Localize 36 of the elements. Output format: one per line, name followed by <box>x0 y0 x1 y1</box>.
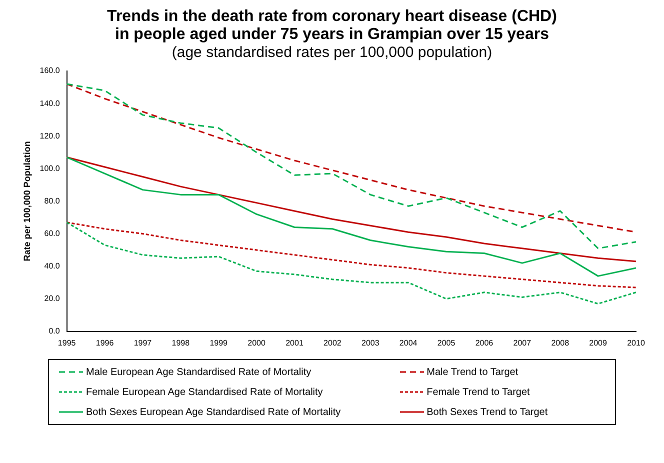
legend-label: Female Trend to Target <box>426 386 530 398</box>
x-tick-label: 1998 <box>172 338 190 348</box>
x-tick-label: 2004 <box>399 338 418 348</box>
x-tick-label: 2007 <box>513 338 532 348</box>
chart-title: Trends in the death rate from coronary heart disease (CHD) in people aged under 75 years in Grampian over 15 years <box>106 8 558 44</box>
x-tick-label: 1995 <box>58 338 76 348</box>
y-tick-label: 160.0 <box>40 66 60 76</box>
x-tick-label: 2009 <box>589 338 608 348</box>
legend-label: Male Trend to Target <box>426 366 518 378</box>
legend-label: Both Sexes European Age Standardised Rate of Mortality <box>86 406 341 418</box>
x-tick-label: 2005 <box>437 338 456 348</box>
legend-label: Male European Age Standardised Rate of Mortality <box>86 366 312 378</box>
y-tick-label: 20.0 <box>44 294 60 304</box>
x-tick-label: 2002 <box>324 338 342 348</box>
y-axis-title: Rate per 100,000 Population <box>22 141 32 262</box>
line-series <box>66 222 637 304</box>
legend-label: Both Sexes Trend to Target <box>426 406 548 418</box>
y-tick-label: 140.0 <box>40 98 60 108</box>
y-tick-label: 100.0 <box>40 164 60 173</box>
x-tick-label: 1996 <box>96 338 114 348</box>
x-tick-label: 2001 <box>286 338 304 348</box>
y-tick-label: 40.0 <box>44 262 60 271</box>
chart-subtitle: (age standardised rates per 100,000 population) <box>170 44 494 61</box>
x-tick-label: 2000 <box>248 338 266 348</box>
x-tick-label: 1997 <box>134 338 152 348</box>
y-tick-label: 80.0 <box>44 196 60 206</box>
x-tick-label: 2008 <box>551 338 570 348</box>
line-series <box>66 222 637 288</box>
x-tick-label: 2006 <box>475 338 494 348</box>
x-tick-label: 2003 <box>361 338 380 348</box>
x-tick-label: 2010 <box>627 338 646 348</box>
y-tick-label: 0.0 <box>48 326 60 336</box>
y-tick-label: 120.0 <box>40 131 60 140</box>
y-tick-label: 60.0 <box>44 228 60 238</box>
legend-label: Female European Age Standardised Rate of Mortality <box>86 386 323 398</box>
x-tick-label: 1999 <box>210 338 228 348</box>
